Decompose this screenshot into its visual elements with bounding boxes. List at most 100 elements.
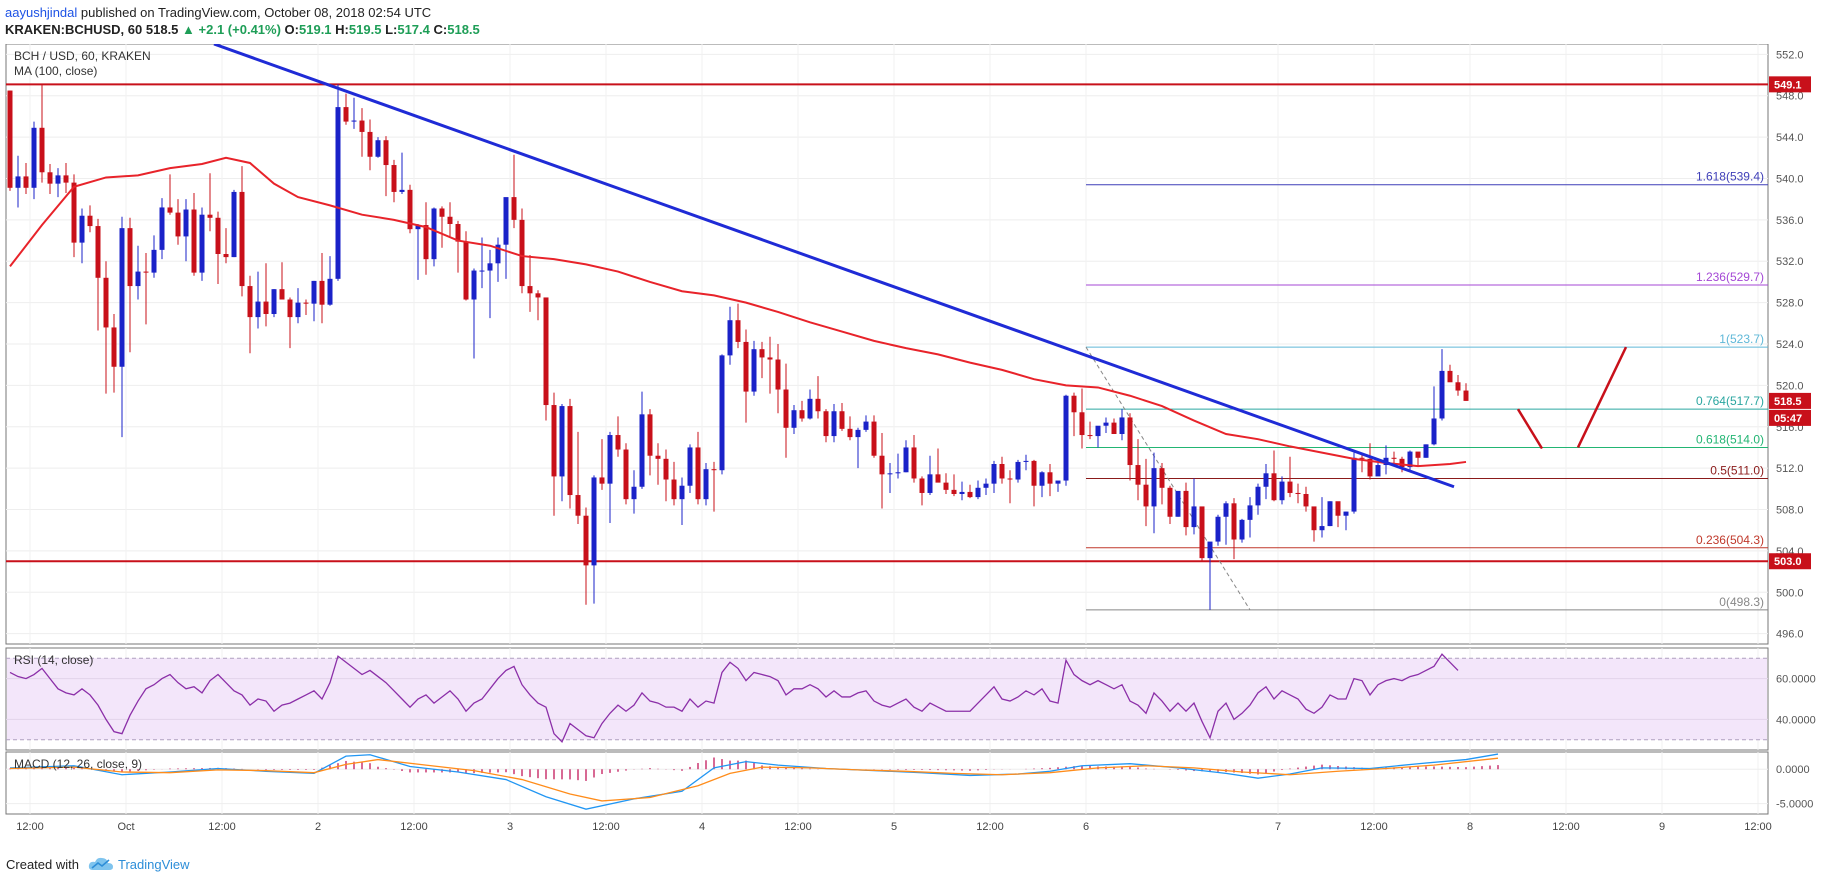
candle-body: [783, 389, 789, 428]
candle-body: [1199, 506, 1205, 559]
candle: [871, 415, 877, 458]
candle: [719, 354, 725, 475]
candle: [167, 174, 173, 215]
candle: [903, 440, 909, 473]
countdown-tag: [1769, 409, 1811, 426]
candle: [927, 455, 933, 496]
chart-canvas[interactable]: 552.0 548.0 544.0 540.0 536.0 532.0 528.0 524.0…: [0, 44, 1828, 850]
candle-body: [959, 491, 965, 494]
candle: [407, 184, 413, 234]
candle-body: [1335, 501, 1341, 516]
candle-body: [943, 482, 949, 490]
candle: [1151, 452, 1157, 534]
candle: [703, 462, 709, 506]
candle-body: [319, 280, 325, 305]
candle-body: [119, 228, 125, 367]
candle: [1343, 511, 1349, 531]
candle-body: [607, 435, 613, 484]
candle-body: [447, 216, 453, 224]
candle: [1071, 392, 1077, 437]
candle: [823, 409, 829, 443]
candle-body: [1431, 418, 1437, 445]
y-tick-label: -5.0000: [1776, 799, 1813, 811]
candle-body: [991, 464, 997, 484]
candle-body: [1087, 435, 1093, 437]
candle: [855, 427, 861, 469]
candle: [519, 208, 525, 294]
candle-body: [1231, 503, 1237, 540]
candle: [1023, 454, 1029, 471]
candle-body: [303, 302, 309, 304]
candle: [1055, 480, 1061, 492]
candle-body: [1015, 461, 1021, 480]
candle: [863, 415, 869, 432]
fib-level-label: 1(523.7): [1719, 332, 1764, 346]
candle: [887, 462, 893, 493]
candle-body: [503, 197, 509, 245]
chart-header: aayushjindal published on TradingView.co…: [0, 0, 1828, 44]
candle-body: [559, 406, 565, 477]
candle: [23, 162, 29, 194]
candle: [879, 432, 885, 509]
candle: [791, 405, 797, 434]
y-tick-label: 524.0: [1776, 339, 1804, 351]
macd-signal-line: [9, 757, 1499, 802]
candle: [295, 288, 301, 324]
x-tick-label: Oct: [117, 821, 134, 833]
candle-body: [1215, 516, 1221, 542]
y-tick-label: 552.0: [1776, 49, 1804, 61]
candle: [1207, 541, 1213, 610]
candle-body: [1319, 526, 1325, 531]
candle-body: [471, 270, 477, 300]
candle: [399, 152, 405, 194]
candle: [743, 329, 749, 423]
candle: [655, 443, 661, 485]
candle: [1103, 417, 1109, 433]
candle-body: [1407, 451, 1413, 468]
ma-100-line: [9, 156, 1467, 468]
candle-body: [455, 224, 461, 242]
candle-body: [823, 411, 829, 437]
candle-body: [703, 469, 709, 500]
current-price-tag: [1769, 392, 1811, 409]
candle: [663, 449, 669, 502]
candle: [975, 480, 981, 500]
candle-body: [567, 406, 573, 496]
candle: [711, 461, 717, 512]
publish-info: aayushjindal published on TradingView.co…: [5, 5, 431, 20]
candle-body: [423, 225, 429, 260]
candle-body: [95, 226, 101, 278]
ma-indicator-label: MA (100, close): [14, 64, 97, 78]
candle: [7, 90, 13, 191]
candle: [199, 207, 205, 281]
candle-body: [1399, 458, 1405, 468]
candle-body: [1079, 412, 1085, 436]
candle-body: [527, 286, 533, 294]
author-link[interactable]: aayushjindal: [5, 5, 78, 20]
candle: [351, 97, 357, 129]
candle-body: [1135, 465, 1141, 485]
candle-body: [1423, 444, 1429, 458]
candle-body: [575, 495, 581, 516]
candle: [1239, 518, 1245, 543]
candle-body: [439, 208, 445, 217]
candle: [255, 271, 261, 329]
high-value: 519.5: [348, 22, 382, 37]
y-tick-label: 60.0000: [1776, 674, 1816, 686]
candle-body: [1359, 457, 1365, 459]
candle-body: [39, 127, 45, 173]
candle: [1183, 482, 1189, 536]
candle-body: [407, 189, 413, 230]
candle-body: [1191, 506, 1197, 528]
candle: [79, 208, 85, 264]
tradingview-brand-link[interactable]: TradingView: [118, 857, 190, 872]
candle: [1303, 486, 1309, 512]
candle-body: [1415, 451, 1421, 458]
candle: [215, 211, 221, 284]
candle-body: [287, 299, 293, 318]
candle: [1063, 394, 1069, 486]
candle: [775, 344, 781, 414]
candle: [447, 202, 453, 237]
candle-body: [367, 131, 373, 157]
candle: [319, 252, 325, 324]
